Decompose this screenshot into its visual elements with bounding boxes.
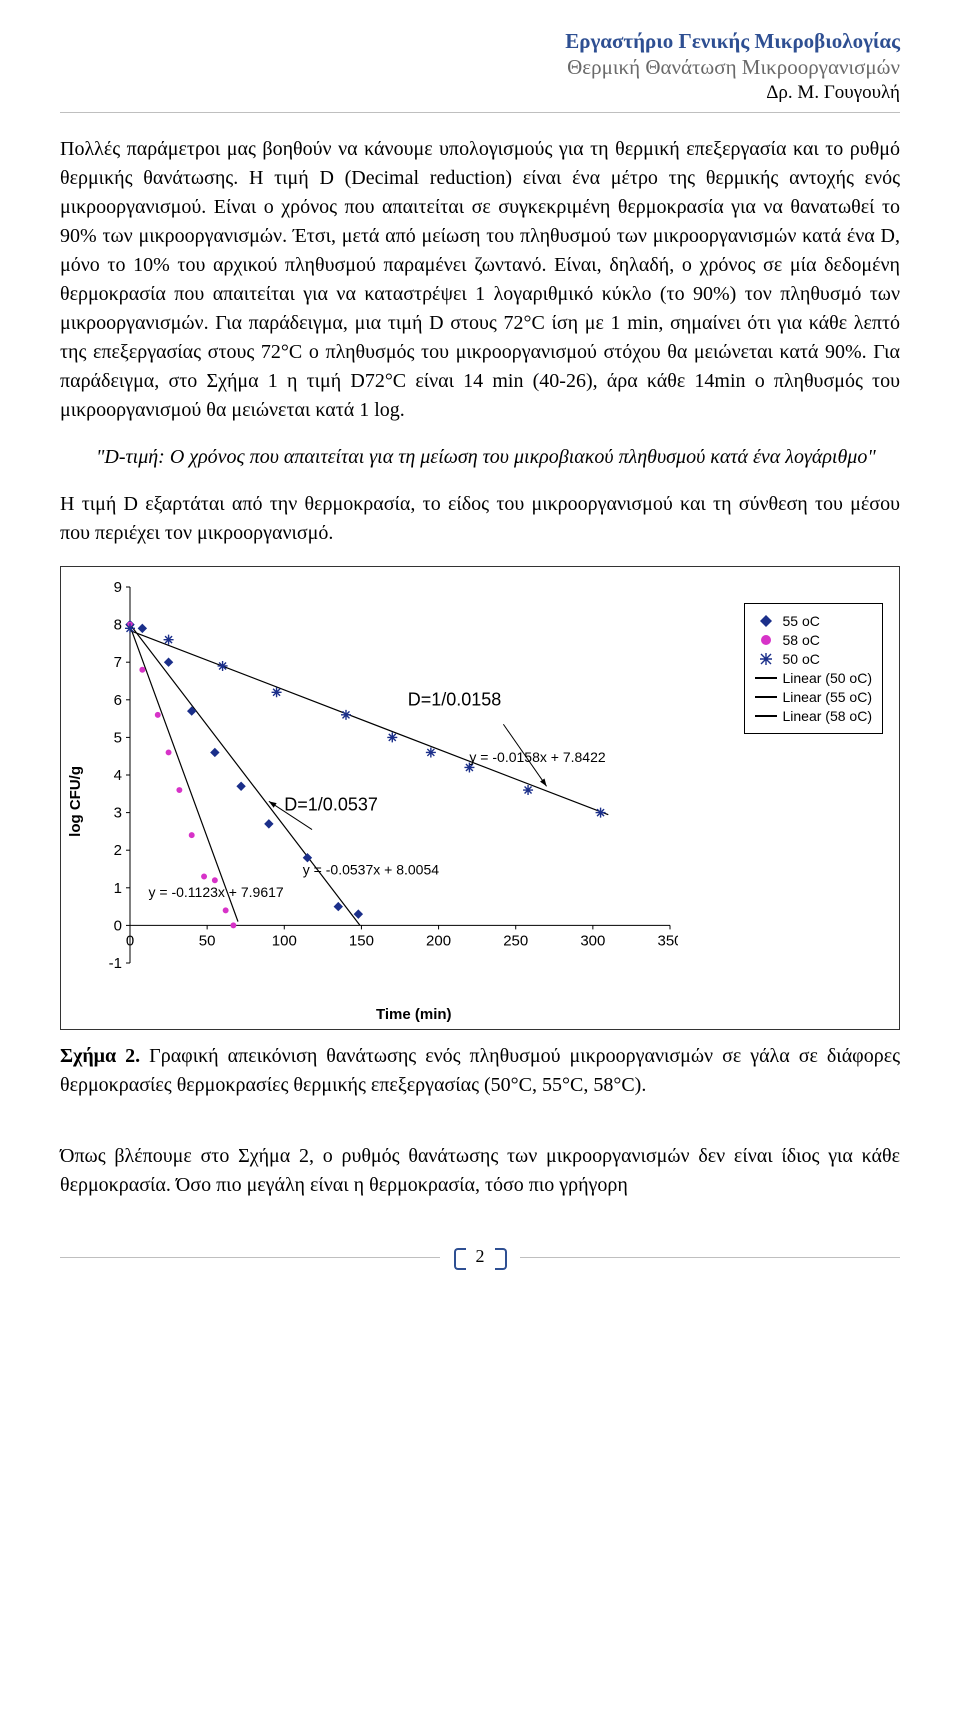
figure-caption-label: Σχήμα 2. <box>60 1045 140 1067</box>
page-number: 2 <box>466 1246 495 1267</box>
chart-y-axis-label: log CFU/g <box>67 766 84 837</box>
svg-text:150: 150 <box>349 933 374 950</box>
paragraph-1: Πολλές παράμετροι μας βοηθούν να κάνουμε… <box>60 135 900 425</box>
svg-text:0: 0 <box>126 933 134 950</box>
svg-text:0: 0 <box>114 918 122 935</box>
paragraph-2: Η τιμή D εξαρτάται από την θερμοκρασία, … <box>60 490 900 548</box>
legend-item: Linear (55 oC) <box>755 689 873 705</box>
legend-item: Linear (50 oC) <box>755 670 873 686</box>
header-line-2: Θερμική Θανάτωση Μικροοργανισμών <box>60 54 900 80</box>
legend-label: Linear (58 oC) <box>783 708 873 724</box>
chart-svg: -10123456789050100150200250300350y = -0.… <box>88 579 678 989</box>
svg-text:3: 3 <box>114 805 122 822</box>
svg-text:350: 350 <box>657 933 678 950</box>
definition-quote: "D-τιμή: Ο χρόνος που απαιτείται για τη … <box>60 443 900 472</box>
legend-label: 50 oC <box>783 651 820 667</box>
chart-container: log CFU/g -10123456789050100150200250300… <box>60 566 900 1030</box>
figure-caption: Σχήμα 2. Γραφική απεικόνιση θανάτωσης εν… <box>60 1042 900 1100</box>
svg-text:D=1/0.0537: D=1/0.0537 <box>284 795 378 815</box>
svg-text:y = -0.0158x + 7.8422: y = -0.0158x + 7.8422 <box>469 749 605 765</box>
chart-legend: 55 oC 58 oC 50 oC Linear (50 oC) Linear (55 … <box>744 603 884 734</box>
svg-text:8: 8 <box>114 617 122 634</box>
svg-text:-1: -1 <box>109 955 122 972</box>
chart-x-axis-label: Time (min) <box>88 1006 740 1023</box>
running-header: Εργαστήριο Γενικής Μικροβιολογίας Θερμικ… <box>60 28 900 108</box>
svg-text:50: 50 <box>199 933 216 950</box>
header-rule <box>60 112 900 113</box>
svg-text:250: 250 <box>503 933 528 950</box>
svg-text:y = -0.1123x + 7.9617: y = -0.1123x + 7.9617 <box>149 884 284 900</box>
paragraph-3: Όπως βλέπουμε στο Σχήμα 2, ο ρυθμός θανά… <box>60 1142 900 1200</box>
svg-text:y = -0.0537x + 8.0054: y = -0.0537x + 8.0054 <box>303 862 439 878</box>
page: Εργαστήριο Γενικής Μικροβιολογίας Θερμικ… <box>60 0 900 1307</box>
header-line-1: Εργαστήριο Γενικής Μικροβιολογίας <box>60 28 900 54</box>
svg-text:100: 100 <box>272 933 297 950</box>
header-line-3: Δρ. Μ. Γουγουλή <box>60 81 900 105</box>
legend-label: 55 oC <box>783 613 820 629</box>
legend-item: 55 oC <box>755 613 873 629</box>
svg-text:9: 9 <box>114 579 122 596</box>
svg-text:1: 1 <box>114 880 122 897</box>
legend-item: 50 oC <box>755 651 873 667</box>
legend-label: 58 oC <box>783 632 820 648</box>
svg-text:D=1/0.0158: D=1/0.0158 <box>408 690 502 710</box>
svg-text:7: 7 <box>114 654 122 671</box>
page-footer: 2 <box>60 1246 900 1267</box>
svg-text:5: 5 <box>114 730 122 747</box>
svg-text:200: 200 <box>426 933 451 950</box>
legend-label: Linear (50 oC) <box>783 670 873 686</box>
legend-label: Linear (55 oC) <box>783 689 873 705</box>
legend-item: 58 oC <box>755 632 873 648</box>
svg-text:300: 300 <box>580 933 605 950</box>
svg-text:4: 4 <box>114 767 122 784</box>
figure-caption-text: Γραφική απεικόνιση θανάτωσης ενός πληθυσ… <box>60 1045 900 1096</box>
svg-text:2: 2 <box>114 842 122 859</box>
legend-item: Linear (58 oC) <box>755 708 873 724</box>
svg-text:6: 6 <box>114 692 122 709</box>
